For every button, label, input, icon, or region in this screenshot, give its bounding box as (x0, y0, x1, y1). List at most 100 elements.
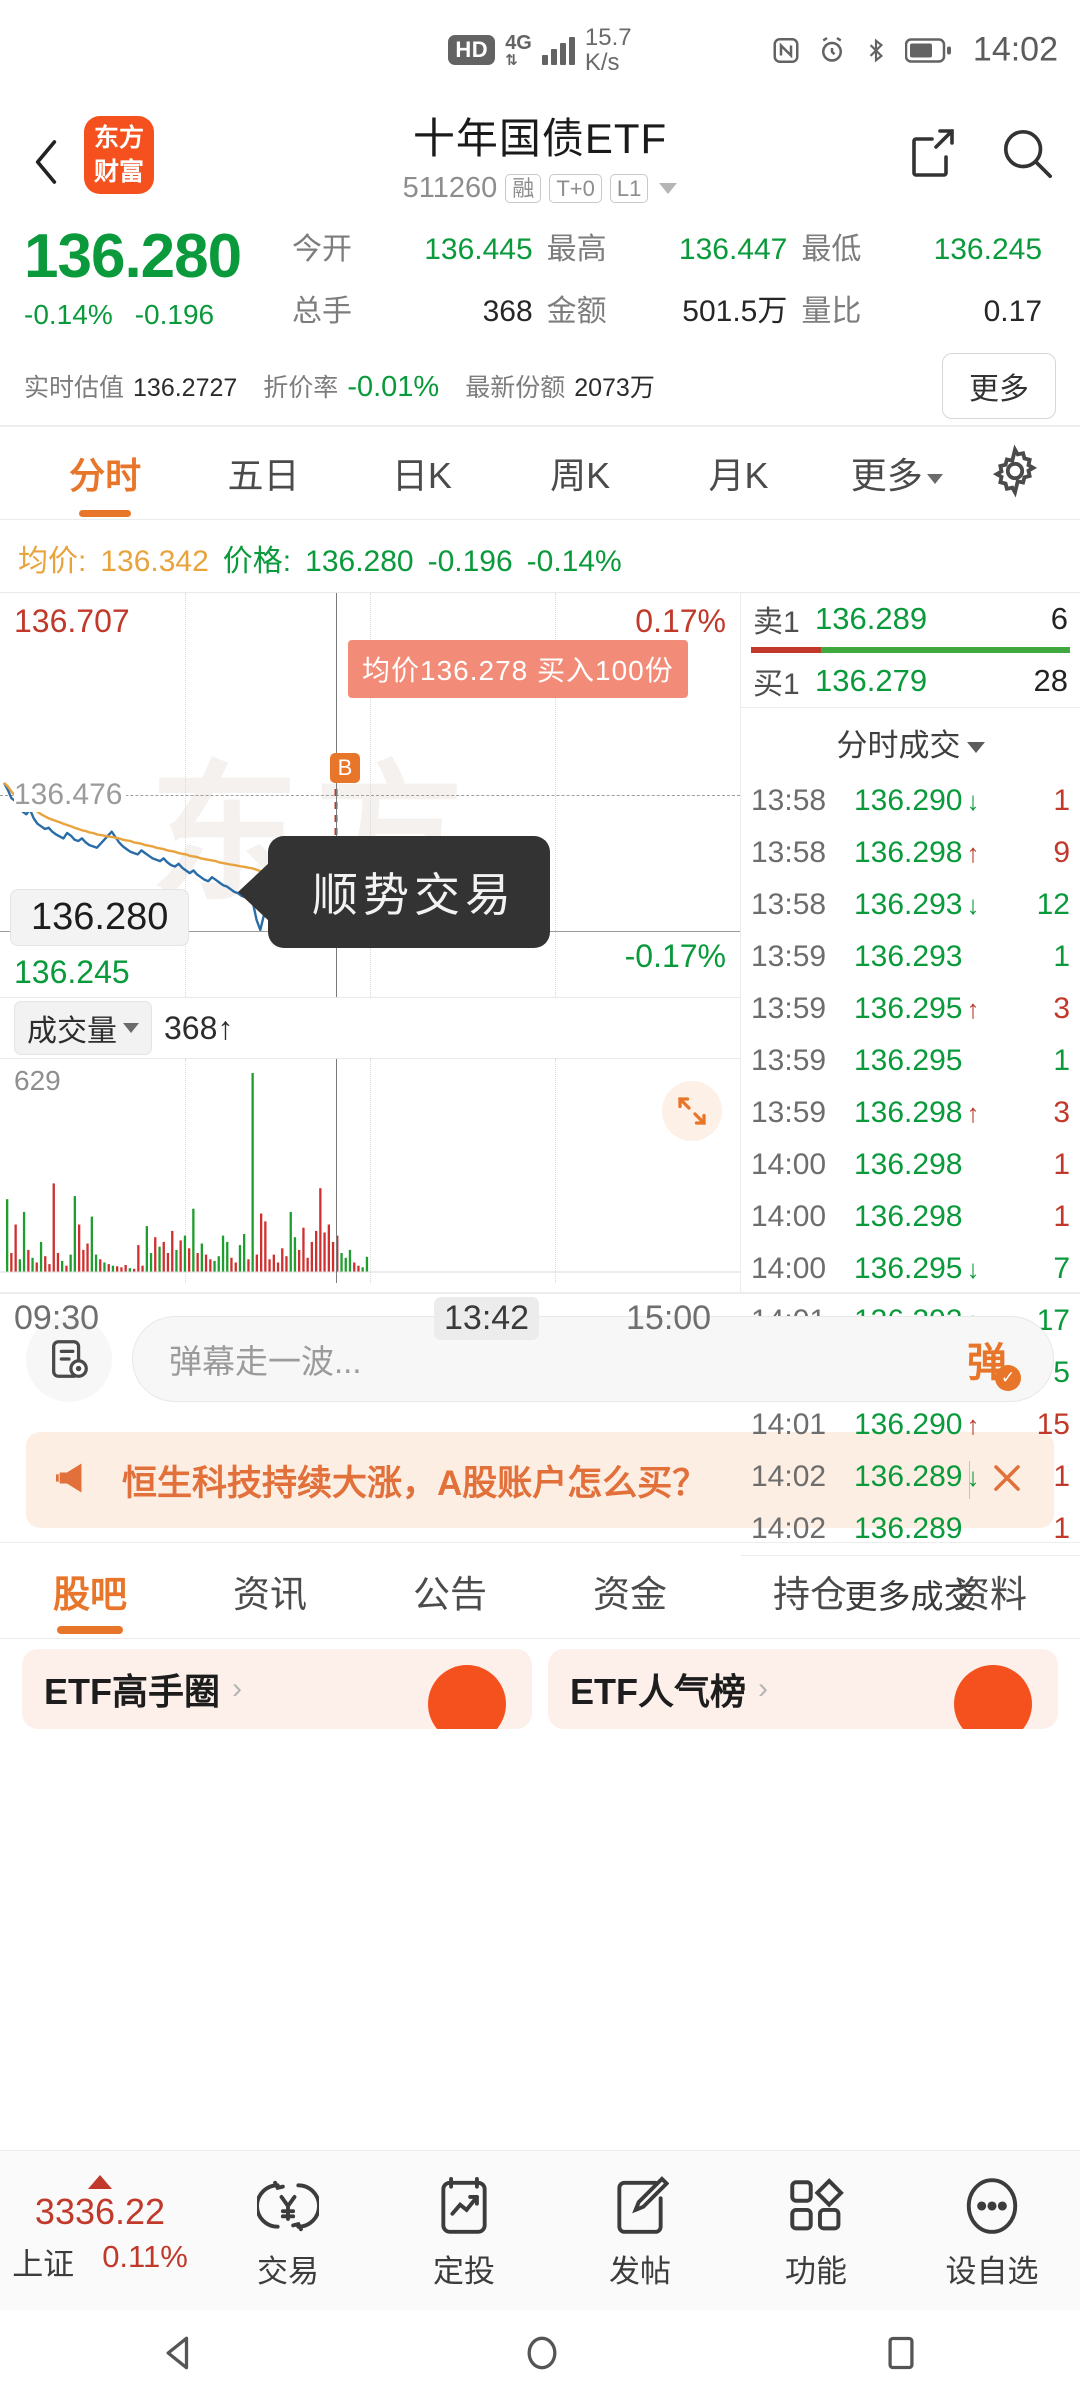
tab-fenshi[interactable]: 分时 (26, 447, 184, 499)
card-etf-expert-circle[interactable]: ETF高手圈 › (22, 1649, 532, 1730)
volume-selector[interactable]: 成交量 (14, 1001, 152, 1056)
crosshair-vertical (336, 1059, 337, 1284)
tab-announcements[interactable]: 公告 (413, 1573, 487, 1615)
tab-five-day[interactable]: 五日 (227, 455, 300, 497)
signal-strength-icon (541, 35, 575, 65)
price-pane[interactable]: 东方 136.707 0.17% 136.476 136.245 -0.17% … (0, 593, 740, 999)
tick-quantity: 3 (1053, 1096, 1070, 1130)
more-ticks-button[interactable]: 更多成交 (741, 1555, 1080, 1632)
close-icon[interactable] (988, 1459, 1026, 1502)
danmu-send-button[interactable]: 弹 ✓ (957, 1329, 1021, 1392)
ad-text: 恒生科技持续大涨，A股账户怎么买？ (122, 1463, 708, 1503)
ad-close-group (969, 1459, 1026, 1502)
tick-quantity: 9 (1053, 836, 1070, 870)
tick-quantity: 1 (1053, 1148, 1070, 1182)
nav-functions[interactable]: 功能 (728, 2170, 904, 2291)
tick-row: 14:00 136.298 1 (741, 1139, 1080, 1191)
tab-funds[interactable]: 资金 (593, 1573, 667, 1615)
danmu-list-icon[interactable] (26, 1316, 112, 1403)
app-header: 东方 财富 十年国债ETF 511260 融 T+0 L1 (0, 100, 1080, 210)
tab-profile[interactable]: 资料 (953, 1573, 1027, 1615)
android-navigation-bar (0, 2310, 1080, 2400)
prev-close-line (0, 795, 740, 797)
chart-tab-bar: 分时 五日 日K 周K 月K 更多 (0, 427, 1080, 519)
card-etf-popularity-rank[interactable]: ETF人气榜 › (548, 1649, 1058, 1730)
trend-trade-promo[interactable]: 顺势交易 (268, 836, 550, 949)
buy-marker-icon[interactable]: B (330, 753, 360, 784)
stat-latest-shares: 最新份额 2073万 (465, 374, 655, 403)
alarm-icon (817, 35, 847, 65)
danmu-bar: 弹幕走一波... 弹 ✓ (0, 1294, 1080, 1424)
eastmoney-logo[interactable]: 东方 财富 (84, 116, 154, 194)
arrow-up-icon: ↑ (966, 1409, 980, 1440)
chevron-right-icon: › (232, 1672, 242, 1706)
bid-row[interactable]: 买1 136.279 28 (753, 663, 1068, 702)
tab-daily-k[interactable]: 日K (391, 455, 452, 497)
nav-back-triangle-icon[interactable] (159, 2331, 203, 2380)
tick-quantity: 12 (1036, 888, 1070, 922)
gear-icon[interactable] (976, 444, 1054, 503)
bottom-toolbar: 3336.22 上证 0.11% 交易 定投 发帖 (0, 2150, 1080, 2310)
tick-time: 14:00 (751, 1200, 827, 1234)
tick-row: 13:59 136.295 ↑ 3 (741, 983, 1080, 1035)
tick-row: 13:58 136.298 ↑ 9 (741, 827, 1080, 879)
arrow-up-icon (88, 2175, 112, 2189)
divider (0, 1292, 1080, 1295)
tag-level: L1 (609, 173, 649, 204)
bluetooth-icon (863, 35, 889, 65)
ad-banner[interactable]: 恒生科技持续大涨，A股账户怎么买？ (26, 1432, 1054, 1529)
index-summary[interactable]: 3336.22 上证 0.11% (0, 2175, 200, 2284)
axis-low-pct: -0.17% (624, 938, 726, 975)
stat-high: 最高 136.447 (546, 233, 788, 266)
status-bar: HD 4G ⇅ 15.7 K/s (0, 0, 1080, 100)
nav-home-circle-icon[interactable] (520, 2331, 564, 2380)
tab-guba[interactable]: 股吧 (0, 1564, 180, 1618)
tab-news[interactable]: 资讯 (233, 1573, 307, 1615)
megaphone-icon (54, 1458, 98, 1503)
status-bar-right-group: 14:02 (771, 31, 1058, 70)
nav-add-watchlist[interactable]: 设自选 (904, 2170, 1080, 2291)
tab-holdings[interactable]: 持仓 (773, 1573, 847, 1615)
network-type-icon: 4G ⇅ (505, 31, 532, 69)
content-tab-bar: 股吧 资讯 公告 资金 持仓 资料 (0, 1542, 1080, 1638)
quote-main-row: 136.280 -0.14% -0.196 今开 136.445 最高 136.… (24, 224, 1056, 331)
nav-trade[interactable]: 交易 (200, 2170, 376, 2291)
nav-post[interactable]: 发帖 (552, 2170, 728, 2291)
danmu-input[interactable]: 弹幕走一波... 弹 ✓ (132, 1316, 1054, 1403)
time-tick-start: 09:30 (14, 1298, 100, 1337)
chevron-down-icon[interactable] (659, 183, 678, 194)
more-button[interactable]: 更多 (942, 353, 1056, 420)
tab-monthly-k[interactable]: 月K (708, 455, 769, 497)
ask-row[interactable]: 卖1 136.289 6 (753, 601, 1068, 640)
tick-time: 14:02 (751, 1460, 827, 1494)
tick-quantity: 1 (1053, 1512, 1070, 1546)
tick-price: 136.289 (854, 1512, 963, 1546)
legend-price-value: 136.280 (305, 545, 414, 579)
tick-price: 136.290 ↓ (854, 784, 980, 818)
legend-avg-label: 均价: (18, 545, 87, 579)
share-icon[interactable] (906, 125, 958, 186)
nav-sip[interactable]: 定投 (376, 2170, 552, 2291)
bid-ask-ratio-bar (751, 647, 1070, 654)
tick-time: 13:58 (751, 888, 827, 922)
tab-more[interactable]: 更多 (818, 447, 976, 499)
intraday-chart[interactable]: 东方 136.707 0.17% 136.476 136.245 -0.17% … (0, 592, 740, 1340)
quote-panel: 136.280 -0.14% -0.196 今开 136.445 最高 136.… (0, 210, 1080, 425)
tab-weekly-k[interactable]: 周K (550, 455, 611, 497)
tick-list-title[interactable]: 分时成交 (741, 707, 1080, 775)
ellipsis-circle-icon (904, 2170, 1080, 2242)
nav-recents-square-icon[interactable] (881, 2331, 921, 2380)
axis-mid-price: 136.476 (14, 778, 127, 813)
index-meta: 上证 0.11% (0, 2239, 200, 2284)
nfc-icon (771, 35, 801, 65)
stat-low: 最低 136.245 (801, 233, 1043, 266)
index-percent: 0.11% (102, 2239, 188, 2274)
expand-icon[interactable] (662, 1081, 722, 1142)
quote-stats-row-1: 今开 136.445 最高 136.447 最低 136.245 (292, 224, 1056, 268)
legend-change-pct: -0.14% (526, 545, 622, 579)
header-actions (906, 125, 1054, 186)
search-icon[interactable] (1000, 125, 1054, 186)
status-bar-clock: 14:02 (972, 30, 1058, 69)
change-row: -0.14% -0.196 (24, 299, 292, 331)
back-chevron-icon[interactable] (26, 135, 66, 184)
